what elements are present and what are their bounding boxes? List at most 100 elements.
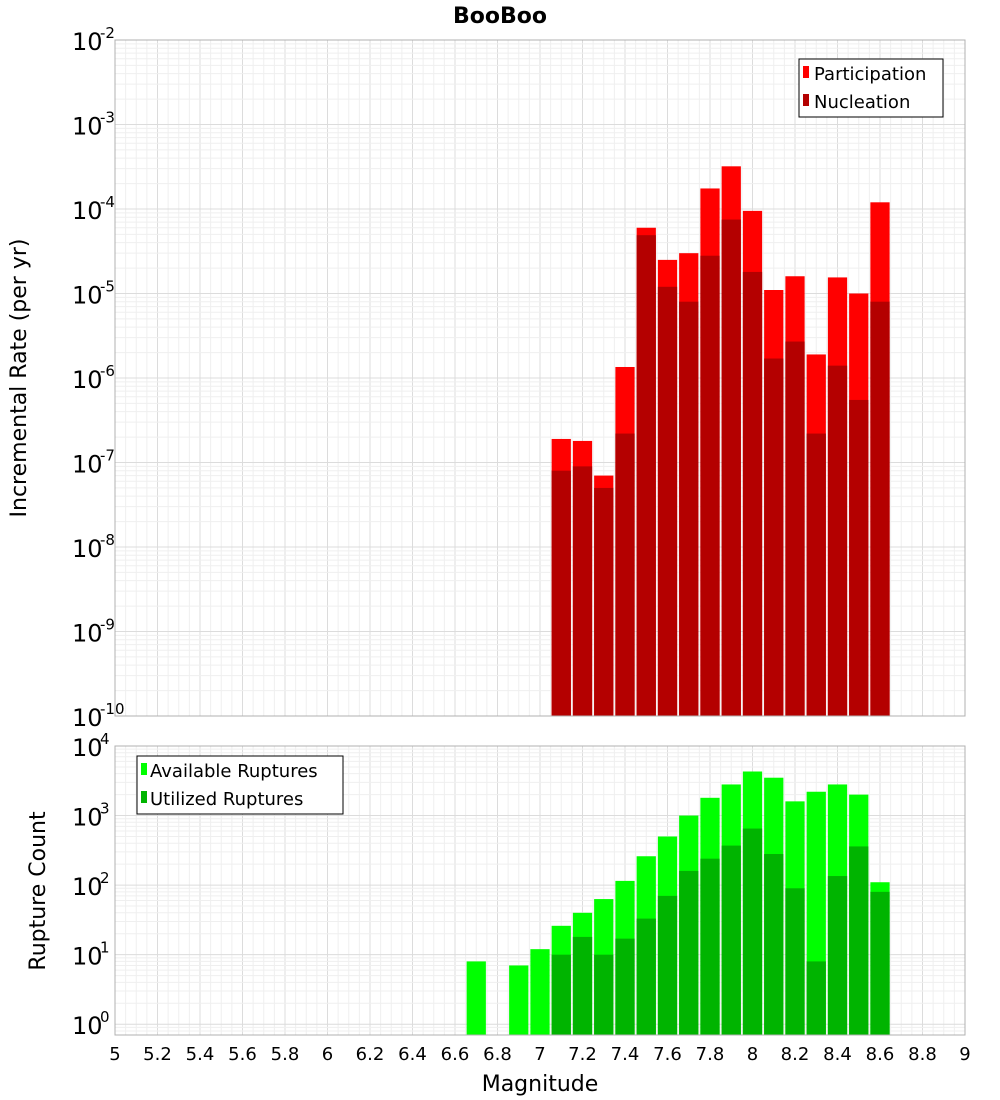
x-tick-label: 6.2 [356, 1044, 385, 1065]
x-tick-label: 6.6 [441, 1044, 470, 1065]
x-tick-label: 8.6 [866, 1044, 895, 1065]
y-tick-label: 10 [72, 804, 103, 832]
y-tick-label: 10 [72, 873, 103, 901]
y-tick-exponent: 1 [100, 939, 110, 957]
bar-utilized-ruptures [700, 858, 720, 1035]
bar-nucleation [657, 286, 678, 716]
bar-nucleation [827, 365, 848, 716]
bar-nucleation [615, 433, 635, 716]
y-tick-label: 10 [72, 282, 103, 310]
legend-label-utilized: Utilized Ruptures [150, 789, 303, 810]
bar-nucleation [721, 219, 741, 717]
x-tick-label: 8.8 [908, 1044, 937, 1065]
top-y-axis-label: Incremental Rate (per yr) [7, 239, 32, 518]
bar-utilized-ruptures [827, 876, 848, 1035]
x-tick-label: 8.2 [781, 1044, 810, 1065]
bar-utilized-ruptures [679, 870, 699, 1035]
y-tick-label: 10 [72, 535, 103, 563]
y-tick-label: 10 [72, 451, 103, 479]
legend-label-available: Available Ruptures [150, 761, 318, 782]
top-bars [551, 166, 890, 717]
bar-nucleation [700, 255, 720, 716]
bar-utilized-ruptures [551, 954, 571, 1035]
bar-utilized-ruptures [870, 891, 890, 1035]
y-tick-exponent: -8 [100, 531, 115, 549]
legend-label-nucleation: Nucleation [814, 92, 910, 113]
x-ticks: 5 5.2 5.4 5.6 5.8 6 6.2 6.4 6.6 6.8 7 7.2 7.4 7.6 7.8 8… [109, 1044, 970, 1065]
y-tick-exponent: -10 [100, 700, 125, 718]
legend-swatch-utilized [141, 791, 147, 803]
bar-utilized-ruptures [785, 888, 805, 1035]
x-tick-label: 6.4 [398, 1044, 427, 1065]
bar-nucleation [806, 433, 826, 716]
y-tick-exponent: -4 [100, 193, 115, 211]
x-tick-label: 5.6 [228, 1044, 257, 1065]
y-tick-exponent: 4 [100, 730, 110, 748]
bar-utilized-ruptures [572, 936, 593, 1035]
x-tick-label: 6 [322, 1044, 333, 1065]
y-tick-label: 10 [72, 943, 103, 971]
x-tick-label: 7.6 [653, 1044, 682, 1065]
y-tick-label: 10 [72, 1012, 103, 1040]
x-tick-label: 9 [959, 1044, 970, 1065]
bottom-plot-border [114, 745, 966, 1036]
x-tick-label: 5.4 [186, 1044, 215, 1065]
bar-utilized-ruptures [764, 854, 784, 1035]
x-tick-label: 7.2 [568, 1044, 597, 1065]
bar-utilized-ruptures [849, 846, 869, 1035]
y-tick-exponent: -5 [100, 278, 115, 296]
y-tick-label: 10 [72, 28, 103, 56]
bar-utilized-ruptures [615, 938, 635, 1035]
y-tick-exponent: 0 [100, 1008, 110, 1026]
x-tick-label: 5.2 [143, 1044, 172, 1065]
chart-title: BooBoo [453, 4, 547, 29]
bar-nucleation [764, 358, 784, 716]
top-panel: 10-210-310-410-510-610-710-810-910-10 In… [7, 24, 966, 732]
x-tick-label: 8.4 [823, 1044, 852, 1065]
bottom-legend: Available Ruptures Utilized Ruptures [136, 755, 344, 815]
bar-nucleation [679, 301, 699, 716]
bar-nucleation [785, 341, 805, 716]
bottom-bars [466, 771, 890, 1035]
top-legend: Participation Nucleation [798, 58, 944, 118]
bar-nucleation [742, 271, 763, 716]
y-tick-label: 10 [72, 366, 103, 394]
x-tick-label: 6.8 [483, 1044, 512, 1065]
x-tick-label: 5.8 [271, 1044, 300, 1065]
legend-box [798, 58, 944, 118]
bar-nucleation [572, 466, 593, 716]
top-grid [114, 39, 966, 717]
bar-nucleation [870, 301, 890, 716]
y-tick-label: 10 [72, 620, 103, 648]
bar-nucleation [551, 470, 571, 716]
y-tick-label: 10 [72, 734, 103, 762]
bar-nucleation [849, 399, 869, 716]
bar-utilized-ruptures [721, 845, 741, 1035]
bar-available-ruptures [530, 949, 550, 1035]
y-tick-exponent: -2 [100, 24, 115, 42]
y-tick-exponent: 3 [100, 800, 110, 818]
top-y-ticks: 10-210-310-410-510-610-710-810-910-10 [72, 24, 125, 732]
y-tick-label: 10 [72, 704, 103, 732]
bar-available-ruptures [466, 961, 486, 1035]
legend-swatch-participation [803, 66, 809, 78]
bar-utilized-ruptures [742, 828, 763, 1035]
bar-utilized-ruptures [594, 954, 614, 1035]
legend-swatch-nucleation [803, 94, 809, 106]
bottom-y-axis-label: Rupture Count [26, 811, 51, 971]
top-plot-border [114, 39, 966, 717]
x-axis-label: Magnitude [482, 1072, 599, 1097]
y-tick-exponent: -9 [100, 616, 115, 634]
y-tick-exponent: -7 [100, 447, 115, 465]
legend-swatch-available [141, 763, 147, 775]
x-tick-label: 7.4 [611, 1044, 640, 1065]
x-tick-label: 8 [747, 1044, 758, 1065]
y-tick-exponent: 2 [100, 869, 110, 887]
legend-box [136, 755, 344, 815]
bar-nucleation [636, 235, 656, 716]
bar-utilized-ruptures [657, 895, 678, 1035]
bar-available-ruptures [509, 965, 529, 1035]
